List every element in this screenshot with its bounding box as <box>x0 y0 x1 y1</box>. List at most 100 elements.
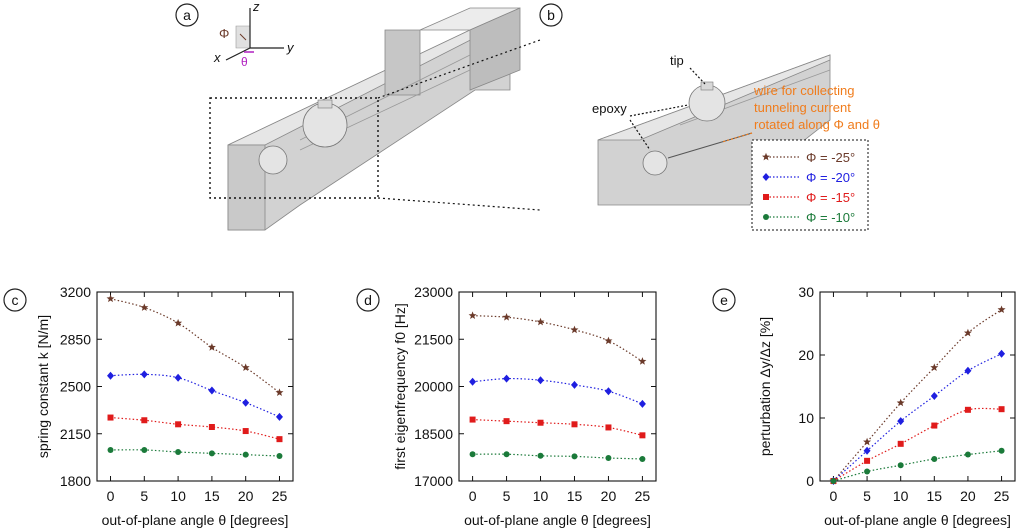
y-tick-label: 1800 <box>60 473 91 489</box>
x-tick-label: 15 <box>927 488 943 504</box>
block-end-face <box>227 144 266 231</box>
x-tick-label: 25 <box>272 488 288 504</box>
phi-arc-icon <box>239 33 247 41</box>
zoom-tip-cap <box>700 81 714 91</box>
data-point-star <box>174 318 183 327</box>
data-point-circle <box>639 455 646 462</box>
legend-marker-diamond <box>762 173 770 181</box>
data-point-circle <box>276 453 283 460</box>
x-axis-title: out-of-plane angle θ [degrees] <box>464 512 651 528</box>
series-line <box>472 315 643 362</box>
panel-b-badge <box>539 3 563 27</box>
data-point-diamond <box>242 398 250 407</box>
y-tick-label: 3200 <box>60 284 91 300</box>
tip-cap <box>317 99 333 109</box>
data-point-square <box>242 428 249 435</box>
chart-c: c 1800 2150 2500 2850 3200 0 5 10 15 20 25 out-of-pl… <box>3 284 294 528</box>
coordinate-frame: z y x Φ θ <box>213 0 295 69</box>
data-point-diamond <box>174 373 182 382</box>
data-point-circle <box>864 468 871 475</box>
series-line <box>833 407 1002 482</box>
panel-e-badge <box>712 288 736 312</box>
x-tick-label: 25 <box>994 488 1010 504</box>
panel-b-label: b <box>547 7 555 23</box>
y-axis-title: perturbation Δy/Δz [%] <box>757 317 773 456</box>
y-tick-label: 18500 <box>414 426 453 442</box>
wire-label-line3: rotated along Φ and θ <box>754 117 880 132</box>
data-point-star <box>207 343 216 351</box>
data-point-circle <box>571 453 578 460</box>
data-point-star <box>997 305 1006 314</box>
legend-label: Φ = -25° <box>806 150 855 165</box>
data-point-circle <box>175 448 182 455</box>
data-point-square <box>639 432 646 439</box>
x-axis-label: x <box>213 50 221 65</box>
legend-marker-star <box>762 152 770 161</box>
x-tick-label: 5 <box>140 488 148 504</box>
data-point-diamond <box>208 386 216 395</box>
data-point-circle <box>998 447 1005 454</box>
plot-frame <box>819 291 1016 482</box>
y-tick-label: 2850 <box>60 331 91 347</box>
y-tick-label: 21500 <box>414 331 453 347</box>
data-point-square <box>208 424 215 430</box>
data-point-diamond <box>570 380 578 389</box>
panel-a-badge <box>175 3 199 27</box>
x-tick-label: 5 <box>863 488 871 504</box>
x-tick-label: 0 <box>830 488 838 504</box>
epoxy-arrow-1 <box>629 104 689 117</box>
data-point-star <box>963 328 972 337</box>
data-point-diamond <box>998 349 1006 358</box>
panel-d-badge <box>356 288 380 312</box>
panel-c-label: c <box>12 292 19 308</box>
x-tick-label: 25 <box>635 488 651 504</box>
legend-marker-circle <box>763 214 769 220</box>
x-axis-title: out-of-plane angle θ [degrees] <box>102 512 289 528</box>
y-axis-label: y <box>286 40 295 55</box>
data-point-square <box>998 406 1005 413</box>
panel-a-illustration: a z y x Φ θ <box>175 0 541 231</box>
y-tick-label: 30 <box>798 284 814 300</box>
data-point-star <box>638 357 647 365</box>
data-point-circle <box>107 446 114 453</box>
wire-line <box>667 132 753 159</box>
x-axis-title: out-of-plane angle θ [degrees] <box>824 512 1011 528</box>
zoom-epoxy-sphere <box>642 150 668 176</box>
y-axis-title: first eigenfrequency f0 [Hz] <box>392 303 408 470</box>
data-point-square <box>571 421 578 428</box>
series-line <box>110 373 280 418</box>
legend-label: Φ = -20° <box>806 170 855 185</box>
data-point-circle <box>931 455 938 462</box>
y-tick-label: 10 <box>798 410 814 426</box>
data-point-star <box>275 388 284 396</box>
data-point-square <box>503 418 510 425</box>
data-point-square <box>276 436 283 443</box>
data-point-square <box>141 417 148 424</box>
phi-symbol: Φ <box>219 26 229 41</box>
data-point-square <box>175 421 182 428</box>
wire-label-line1: wire for collecting <box>753 83 854 98</box>
data-point-square <box>469 416 476 423</box>
chart-d: d 17000 18500 20000 21500 23000 0 5 10 15 20 25 out-… <box>356 284 657 528</box>
legend-label: Φ = -10° <box>806 210 855 225</box>
series-line <box>833 450 1002 482</box>
tip-sphere <box>302 102 348 148</box>
x-tick-label: 20 <box>238 488 254 504</box>
data-point-circle <box>242 451 249 458</box>
legend: Φ = -25° Φ = -20° Φ = -15° Φ = -10° <box>751 139 869 231</box>
zoom-box <box>209 97 379 199</box>
series-line <box>472 377 643 405</box>
zoom-tip-sphere <box>688 84 726 122</box>
data-point-diamond <box>964 366 972 375</box>
x-tick-label: 0 <box>469 488 477 504</box>
data-point-diamond <box>604 387 612 396</box>
plot-frame <box>96 291 294 482</box>
x-tick-label: 20 <box>601 488 617 504</box>
x-axis-line <box>225 47 251 61</box>
data-point-diamond <box>537 376 545 385</box>
zoom-line-bottom <box>377 197 541 211</box>
series-line <box>110 298 280 394</box>
y-tick-label: 0 <box>806 473 814 489</box>
data-point-star <box>106 294 115 303</box>
